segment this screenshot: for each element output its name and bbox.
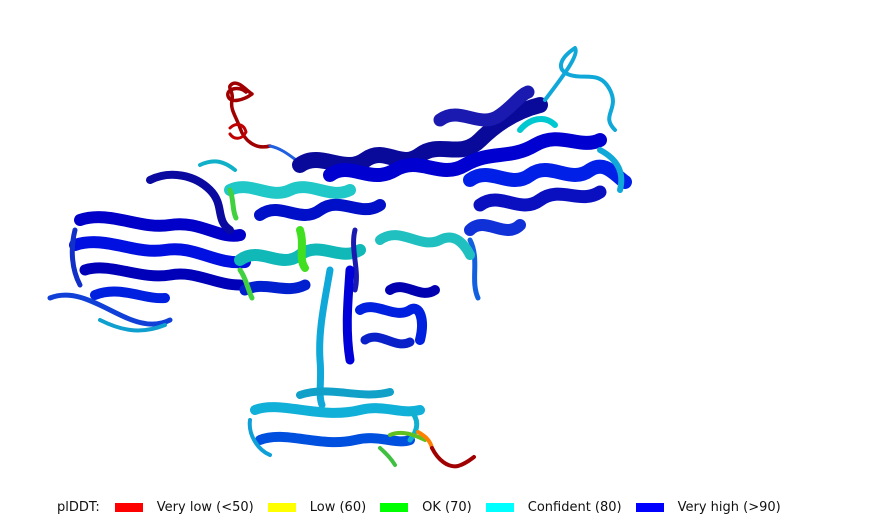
legend-swatch-confident <box>485 502 514 512</box>
legend-label-low: Low (60) <box>309 499 367 515</box>
legend-label-very-high: Very high (>90) <box>677 499 781 515</box>
plddt-legend: plDDT: Very low (<50) Low (60) OK (70) C… <box>57 497 795 517</box>
legend-title: plDDT: <box>57 499 100 515</box>
legend-item-very-high: Very high (>90) <box>635 499 781 515</box>
right-helical-domain <box>292 46 632 301</box>
legend-swatch-ok <box>380 502 409 512</box>
protein-structure-rendering <box>47 46 632 469</box>
legend-label-confident: Confident (80) <box>527 499 622 515</box>
bottom-beta-domain <box>247 387 427 467</box>
legend-swatch-low <box>267 502 296 512</box>
legend-item-low: Low (60) <box>267 499 367 515</box>
legend-swatch-very-high <box>635 502 664 512</box>
legend-item-confident: Confident (80) <box>485 499 622 515</box>
legend-item-very-low: Very low (<50) <box>114 499 254 515</box>
legend-swatch-very-low <box>114 502 143 512</box>
left-beta-domain <box>47 159 251 333</box>
low-confidence-loop-top <box>226 81 298 162</box>
legend-item-ok: OK (70) <box>380 500 472 515</box>
stalk-region <box>316 265 427 409</box>
legend-label-very-low: Very low (<50) <box>156 499 254 515</box>
low-confidence-tail-bottom <box>416 430 476 469</box>
central-core <box>224 181 475 301</box>
legend-label-ok: OK (70) <box>422 499 472 515</box>
